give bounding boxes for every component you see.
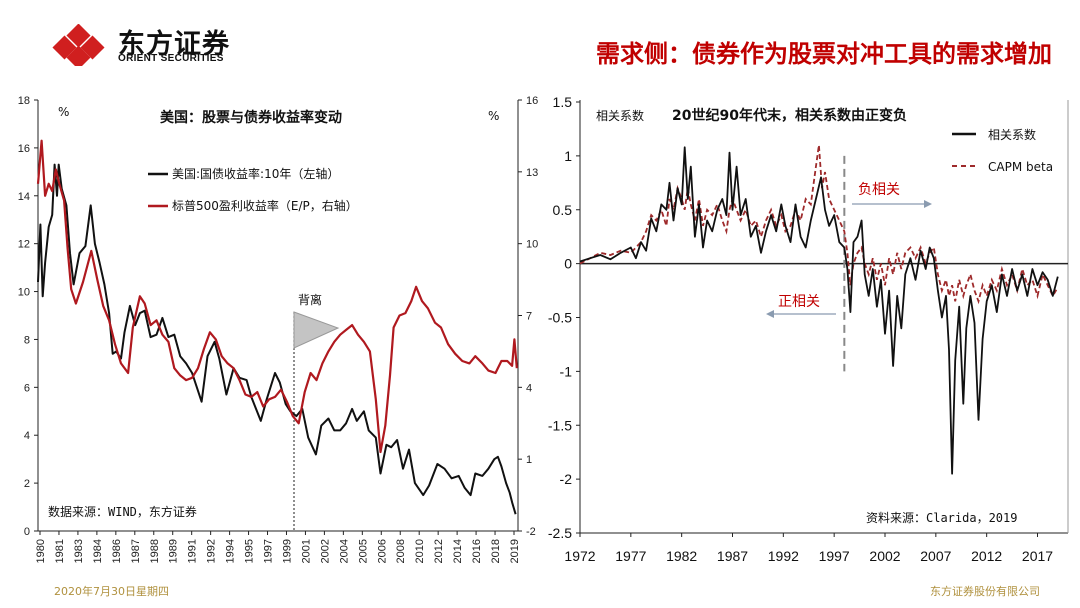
y-left-tick-label: 18 bbox=[18, 95, 30, 107]
chart-title: 20世纪90年代末，相关系数由正变负 bbox=[672, 107, 907, 124]
y-left-tick-label: 6 bbox=[24, 382, 30, 394]
y-right-tick-label: 7 bbox=[526, 311, 532, 323]
chart-title: 美国：股票与债券收益率变动 bbox=[160, 109, 342, 126]
x-tick-label: 2016 bbox=[471, 539, 483, 563]
x-tick-label: 2012 bbox=[971, 548, 1002, 564]
x-ticks: 1972 1977 1982 1987 1992 1997 2002 2007 2012 2017 bbox=[564, 533, 1053, 564]
y-right-tick-label: 13 bbox=[526, 167, 538, 179]
x-tick-label: 1981 bbox=[54, 539, 66, 563]
orient-securities-logo bbox=[52, 24, 105, 66]
x-tick-label: 2006 bbox=[376, 539, 388, 563]
logo-text-cn: 东方证券 bbox=[118, 29, 230, 60]
x-tick-label: 1983 bbox=[73, 539, 85, 563]
x-tick-label: 1988 bbox=[149, 539, 161, 563]
y-tick-label: 0.5 bbox=[553, 202, 573, 218]
x-tick-label: 1995 bbox=[244, 539, 256, 563]
x-tick-label: 2008 bbox=[395, 539, 407, 563]
y-left-tick-label: 0 bbox=[24, 526, 30, 538]
divergence-arrow bbox=[293, 311, 340, 349]
x-ticks: 1980 1981 1983 1984 1986 1987 1988 1989 1991 1992… bbox=[35, 531, 521, 563]
y-left-tick-label: 14 bbox=[18, 191, 30, 203]
neg-corr-arrowhead bbox=[924, 200, 932, 208]
y-tick-label: -1 bbox=[560, 363, 573, 379]
y-tick-label: 0 bbox=[564, 256, 572, 272]
x-tick-label: 1992 bbox=[768, 548, 799, 564]
source-note: 数据来源：WIND，东方证券 bbox=[48, 504, 197, 519]
y-right-tick-label: 10 bbox=[526, 239, 538, 251]
y-tick-label: -0.5 bbox=[548, 310, 572, 326]
legend-label-capm: CAPM beta bbox=[988, 160, 1053, 174]
y-left-tick-label: 4 bbox=[24, 430, 30, 442]
y-tick-label: 1 bbox=[564, 148, 572, 164]
x-tick-label: 2004 bbox=[338, 539, 350, 563]
correlation-chart: -2.5 -2 -1.5 -1 -0.5 0 0.5 1 1.5 1972 1977 1982 198… bbox=[548, 94, 1069, 564]
x-tick-label: 2017 bbox=[1022, 548, 1053, 564]
y-left-ticks: 0 2 4 6 8 10 12 14 16 18 bbox=[18, 95, 38, 538]
y-right-unit: % bbox=[488, 109, 499, 123]
x-tick-label: 1992 bbox=[206, 539, 218, 563]
y-left-unit: % bbox=[58, 105, 69, 119]
neg-corr-label: 负相关 bbox=[858, 182, 900, 198]
y-ticks: -2.5 -2 -1.5 -1 -0.5 0 0.5 1 1.5 bbox=[548, 94, 580, 541]
x-tick-label: 1984 bbox=[92, 539, 104, 563]
x-tick-label: 1997 bbox=[819, 548, 850, 564]
footer-company: 东方证券股份有限公司 bbox=[930, 585, 1040, 598]
x-tick-label: 2019 bbox=[509, 539, 521, 563]
x-tick-label: 2010 bbox=[414, 539, 426, 563]
y-right-tick-label: 4 bbox=[526, 382, 532, 394]
x-tick-label: 1980 bbox=[35, 539, 47, 563]
x-tick-label: 1991 bbox=[187, 539, 199, 563]
x-tick-label: 1997 bbox=[263, 539, 275, 563]
y-right-tick-label: 1 bbox=[526, 454, 532, 466]
x-tick-label: 2002 bbox=[869, 548, 900, 564]
x-tick-label: 2012 bbox=[433, 539, 445, 563]
y-tick-label: -2.5 bbox=[548, 525, 572, 541]
pos-corr-arrowhead bbox=[766, 310, 774, 318]
logo-diamond-icon bbox=[52, 24, 105, 66]
x-tick-label: 1972 bbox=[564, 548, 595, 564]
y-label: 相关系数 bbox=[596, 108, 644, 123]
divergence-label: 背离 bbox=[298, 292, 322, 307]
x-tick-label: 2007 bbox=[920, 548, 951, 564]
x-tick-label: 1987 bbox=[130, 539, 142, 563]
series-line-corr bbox=[579, 146, 1059, 475]
series-line-ep bbox=[36, 139, 518, 454]
pos-corr-label: 正相关 bbox=[778, 294, 820, 310]
y-right-tick-label: 16 bbox=[526, 95, 538, 107]
y-right-tick-label: -2 bbox=[526, 526, 536, 538]
x-tick-label: 1994 bbox=[225, 539, 237, 563]
x-tick-label: 1986 bbox=[111, 539, 123, 563]
series-line-bond bbox=[37, 163, 517, 515]
y-tick-label: 1.5 bbox=[553, 94, 573, 110]
x-tick-label: 2002 bbox=[319, 539, 331, 563]
legend-label-corr: 相关系数 bbox=[988, 127, 1036, 142]
x-tick-label: 1989 bbox=[168, 539, 180, 563]
footer-date: 2020年7月30日星期四 bbox=[54, 585, 169, 598]
x-tick-label: 1977 bbox=[615, 548, 646, 564]
source-note: 资料来源：Clarida，2019 bbox=[866, 511, 1017, 525]
logo-text-en: ORIENT SECURITIES bbox=[118, 53, 224, 64]
x-tick-label: 1999 bbox=[281, 539, 293, 563]
y-tick-label: -2 bbox=[560, 471, 573, 487]
x-tick-label: 2001 bbox=[300, 539, 312, 563]
y-left-tick-label: 12 bbox=[18, 239, 30, 251]
y-left-tick-label: 10 bbox=[18, 287, 30, 299]
x-tick-label: 1987 bbox=[717, 548, 748, 564]
y-right-ticks: -2 1 4 7 10 13 16 bbox=[518, 95, 538, 538]
legend-label-bond: 美国:国债收益率:10年（左轴） bbox=[172, 166, 339, 181]
y-tick-label: -1.5 bbox=[548, 417, 572, 433]
y-left-tick-label: 8 bbox=[24, 334, 30, 346]
x-tick-label: 2018 bbox=[490, 539, 502, 563]
legend-label-ep: 标普500盈利收益率（E/P，右轴） bbox=[172, 198, 358, 213]
y-left-tick-label: 16 bbox=[18, 143, 30, 155]
series-line-capm bbox=[579, 144, 1059, 305]
y-left-tick-label: 2 bbox=[24, 478, 30, 490]
page-title: 需求侧：债券作为股票对冲工具的需求增加 bbox=[596, 40, 1052, 68]
x-tick-label: 1982 bbox=[666, 548, 697, 564]
x-tick-label: 2014 bbox=[452, 539, 464, 563]
x-tick-label: 2005 bbox=[357, 539, 369, 563]
